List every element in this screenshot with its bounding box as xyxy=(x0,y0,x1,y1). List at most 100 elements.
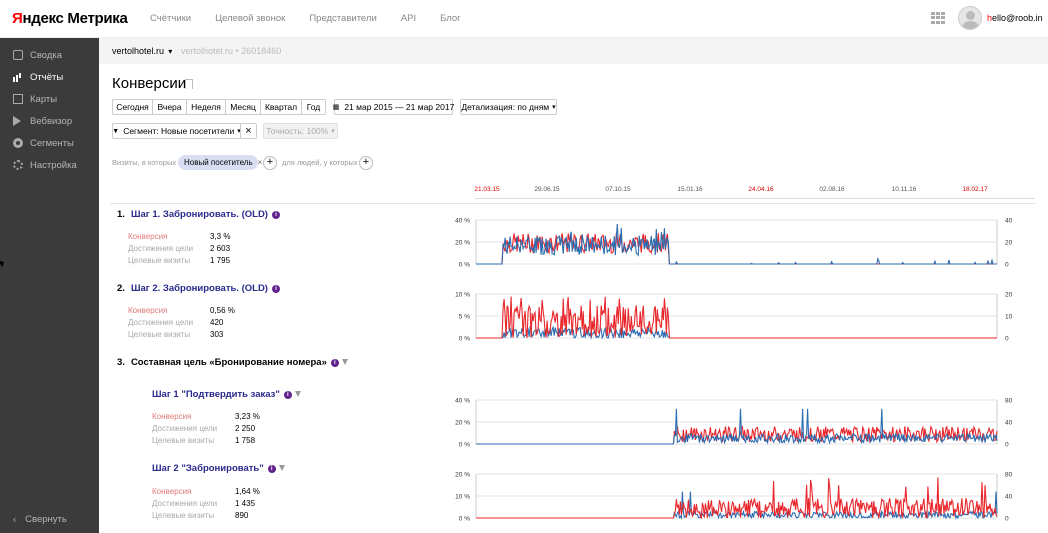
nav-blog[interactable]: Блог xyxy=(440,13,461,24)
nav-target-call[interactable]: Целевой звонок xyxy=(215,13,286,24)
y-tick-right: 80 xyxy=(1005,398,1013,405)
info-icon[interactable]: i xyxy=(267,465,276,473)
divider xyxy=(110,203,1036,204)
filter-icon: ▼ xyxy=(112,127,120,135)
info-icon[interactable]: i xyxy=(271,211,280,219)
filter-suffix: для людей, у которых xyxy=(282,158,358,167)
detail-dropdown[interactable]: Детализация: по дням ▾ xyxy=(460,99,557,115)
nav-counters[interactable]: Счётчики xyxy=(150,13,192,24)
y-tick-left: 20 % xyxy=(455,472,470,479)
metric-value-reaches: 2 250 xyxy=(235,424,256,433)
info-icon[interactable]: i xyxy=(283,391,292,399)
goal-1-sparkline-chart: 40 % 40 20 % 20 0 % 0 xyxy=(455,218,1013,269)
series-line xyxy=(476,296,997,339)
metric-value-visits: 1 795 xyxy=(210,256,231,265)
nav-api[interactable]: API xyxy=(400,13,417,24)
y-tick-left: 20 % xyxy=(455,420,470,427)
period-yesterday-button[interactable]: Вчера xyxy=(152,99,187,115)
metric-label-conversion: Конверсия xyxy=(152,487,192,496)
play-icon xyxy=(13,116,21,126)
metric-label-visits: Целевые визиты xyxy=(152,436,215,445)
add-user-condition-button[interactable]: + xyxy=(359,156,373,170)
counter-selector[interactable]: vertolhotel.ru ▾ xyxy=(112,46,173,56)
sidebar-item-summary[interactable]: Сводка xyxy=(0,44,99,66)
y-tick-left: 10 % xyxy=(455,494,470,501)
segments-icon xyxy=(13,138,23,148)
sidebar-item-reports[interactable]: Отчёты xyxy=(0,66,99,88)
metric-label-reaches: Достижения цели xyxy=(128,244,194,253)
y-tick-right: 40 xyxy=(1005,218,1013,225)
goal-3-step-1-title[interactable]: Шаг 1 "Подтвердить заказ" i xyxy=(152,389,301,400)
series-line xyxy=(476,325,997,340)
filter-icon[interactable] xyxy=(294,391,301,397)
y-tick-left: 5 % xyxy=(459,314,470,321)
metric-value-conversion: 3,23 % xyxy=(235,412,260,421)
apps-grid-icon[interactable] xyxy=(931,12,945,24)
metric-label-reaches: Достижения цели xyxy=(152,499,218,508)
avatar[interactable] xyxy=(958,6,982,30)
accuracy-dropdown[interactable]: Точность: 100% ▾ xyxy=(263,123,338,139)
add-visit-condition-button[interactable]: + xyxy=(263,156,277,170)
series-line xyxy=(476,477,998,520)
home-icon xyxy=(13,50,23,60)
goal-3-step-1-sparkline-chart: 40 % 80 20 % 40 0 % 0 xyxy=(455,398,1013,449)
y-tick-right: 40 xyxy=(1005,494,1013,501)
filter-chip-new-visitor[interactable]: Новый посетитель × xyxy=(178,155,262,170)
metric-label-conversion: Конверсия xyxy=(152,412,192,421)
y-tick-left: 0 % xyxy=(459,516,470,523)
metric-label-conversion: Конверсия xyxy=(128,306,168,315)
metric-value-conversion: 1,64 % xyxy=(235,487,260,496)
metric-label-reaches: Достижения цели xyxy=(152,424,218,433)
bookmark-icon[interactable] xyxy=(185,79,193,89)
counter-id: vertolhotel.ru • 26018460 xyxy=(181,46,282,56)
y-tick-left: 0 % xyxy=(459,336,470,343)
metric-value-visits: 890 xyxy=(235,511,249,520)
segment-dropdown[interactable]: ▼ Сегмент: Новые посетители ▾ xyxy=(112,123,241,139)
top-header: Яндекс Метрика Счётчики Целевой звонок П… xyxy=(0,0,1048,38)
filter-prefix: Визиты, в которых xyxy=(112,158,177,167)
chevron-down-icon: ▾ xyxy=(237,128,241,135)
goal-2-title[interactable]: 2. Шаг 2. Забронировать. (OLD) i xyxy=(117,283,280,294)
clear-segment-button[interactable]: × xyxy=(240,123,257,139)
period-today-button[interactable]: Сегодня xyxy=(112,99,153,115)
filter-icon[interactable] xyxy=(341,359,348,365)
sidebar: Сводка Отчёты Карты Вебвизор Сегменты На… xyxy=(0,38,99,533)
goal-1-title[interactable]: 1. Шаг 1. Забронировать. (OLD) i xyxy=(117,209,280,220)
calendar-icon: ▦ xyxy=(332,104,340,111)
date-range-button[interactable]: ▦ 21 мар 2015 — 21 мар 2017 xyxy=(332,99,454,115)
y-tick-left: 40 % xyxy=(455,398,470,405)
y-tick-right: 0 xyxy=(1005,442,1009,449)
period-year-button[interactable]: Год xyxy=(301,99,326,115)
filter-icon[interactable] xyxy=(278,465,285,471)
chevron-down-icon: ▾ xyxy=(552,104,556,111)
yandex-metrika-logo[interactable]: Яндекс Метрика xyxy=(12,10,128,27)
goal-3-step-2-sparkline-chart: 20 % 80 10 % 40 0 % 0 xyxy=(455,472,1013,523)
y-tick-right: 0 xyxy=(1005,516,1009,523)
goal-3-title[interactable]: 3. Составная цель «Бронирование номера» i xyxy=(117,357,348,368)
sidebar-item-segments[interactable]: Сегменты xyxy=(0,132,99,154)
timeline-date-label: 02.08.16 xyxy=(819,186,845,193)
y-tick-right: 10 xyxy=(1005,314,1013,321)
close-icon[interactable]: × xyxy=(257,158,263,167)
info-icon[interactable]: i xyxy=(330,359,339,367)
sidebar-item-webvisor[interactable]: Вебвизор xyxy=(0,110,99,132)
gear-icon xyxy=(13,160,23,170)
timeline-line xyxy=(475,198,1035,199)
collapse-sidebar-button[interactable]: ‹ Свернуть xyxy=(13,514,67,525)
period-month-button[interactable]: Месяц xyxy=(225,99,261,115)
goal-3-step-2-title[interactable]: Шаг 2 "Забронировать" i xyxy=(152,463,285,474)
metric-label-visits: Целевые визиты xyxy=(128,330,191,339)
sidebar-item-maps[interactable]: Карты xyxy=(0,88,99,110)
user-email[interactable]: hello@roob.in xyxy=(987,13,1043,23)
sidebar-item-settings[interactable]: Настройка xyxy=(0,154,99,176)
info-icon[interactable]: i xyxy=(271,285,280,293)
page-title: Конверсии xyxy=(112,75,187,92)
period-quarter-button[interactable]: Квартал xyxy=(260,99,302,115)
timeline-date-label: 18.02.17 xyxy=(962,186,988,193)
chevron-left-icon: ‹ xyxy=(13,514,17,525)
period-week-button[interactable]: Неделя xyxy=(186,99,226,115)
y-tick-right: 20 xyxy=(1005,240,1013,247)
close-icon: × xyxy=(245,125,252,137)
timeline-date-label: 29.06.15 xyxy=(534,186,560,193)
nav-representatives[interactable]: Представители xyxy=(309,13,377,24)
